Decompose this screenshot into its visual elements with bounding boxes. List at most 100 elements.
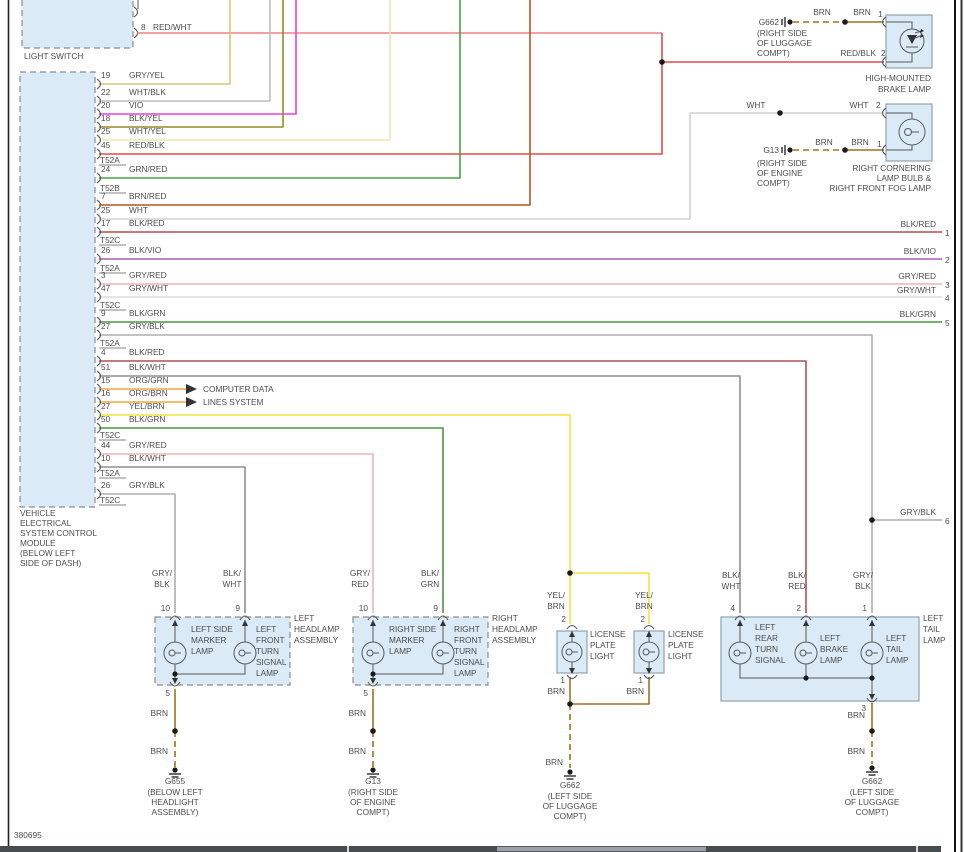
pin1-connector [566, 674, 578, 680]
ground-location: (RIGHT SIDE [757, 158, 808, 168]
connector-label: T52B [100, 183, 120, 193]
wire-color-label: BLK [855, 581, 871, 591]
ground-location: COMPT) [856, 807, 889, 817]
ground-label: G662 [862, 776, 883, 786]
wire-color-label: RED/BLK [129, 140, 165, 150]
pin-number: 3 [101, 270, 106, 280]
bulb-label: MARKER [389, 635, 425, 645]
wire-color-label: GRN [421, 579, 439, 589]
wire-color-label: RED/WHT [153, 22, 192, 32]
bulb-label: LAMP [389, 646, 412, 656]
pin9-connector [437, 615, 449, 621]
ground-location: COMPT) [757, 48, 790, 58]
wire-color-label: WHT [223, 579, 242, 589]
bulb-label: LAMP [454, 668, 477, 678]
component-title: LAMP BULB & [877, 173, 932, 183]
bulb-label: TURN [454, 646, 477, 656]
bulb-icon [898, 118, 926, 146]
pin-number: 51 [101, 362, 111, 372]
wire-color-label: BRN [813, 7, 831, 17]
pin5-connector [169, 681, 181, 687]
wire-wht-yel [99, 0, 391, 141]
ground-icon [787, 19, 793, 25]
bulb-label: TURN [256, 646, 279, 656]
arrow-icon [186, 397, 197, 407]
bulb-label: LAMP [256, 668, 279, 678]
splice-dot [567, 570, 573, 576]
bulb-label: SIGNAL [755, 655, 786, 665]
pin-number: 1 [878, 9, 883, 19]
splice-dot [842, 147, 848, 153]
bulb-label: LEFT [755, 622, 775, 632]
wire-wht [99, 112, 884, 220]
wire-color-label: GRY/YEL [129, 70, 165, 80]
brake-lamp-box [885, 14, 933, 69]
wire-color-label: RED/BLK [840, 48, 876, 58]
ground-location: OF ENGINE [757, 168, 803, 178]
module-label-line: SYSTEM CONTROL [20, 528, 97, 538]
bulb-label: TURN [755, 644, 778, 654]
pin2-connector [800, 615, 812, 621]
bulb-label: LAMP [191, 646, 214, 656]
wire-color-label: GRY/BLK [900, 507, 936, 517]
assembly-label: HEADLAMP [294, 624, 340, 634]
wires [99, 0, 942, 768]
pin-number: 1 [560, 675, 565, 685]
wire-color-label: WHT [850, 100, 869, 110]
license-plate-lights: YEL/ BRN YEL/ BRN 2 2 LICENSE PLATE LIGH… [543, 590, 704, 821]
wire-gry-blk-lh [99, 493, 176, 613]
ground-icon [869, 765, 875, 771]
pin-number: 17 [101, 218, 111, 228]
connector-label: T52C [100, 235, 120, 245]
ground-location: COMPT) [357, 807, 390, 817]
pin-number: 24 [101, 164, 111, 174]
cornering-lamp-pin2 [881, 107, 887, 119]
bulb-label: FRONT [256, 635, 285, 645]
wire-color-label: BLK/WHT [129, 453, 166, 463]
wire-gry-red-rh [99, 453, 374, 613]
scrollbar-divider [916, 846, 918, 852]
high-mounted-brake-lamp: BRN BRN 1 RED/BLK 2 HIGH-MOUNTED BRAKE L… [757, 7, 933, 94]
bulb-label: LEFT [820, 633, 840, 643]
pin2-connector [643, 624, 655, 630]
wire-color-label: BRN [815, 137, 833, 147]
pin-number: 26 [101, 245, 111, 255]
terminal-number: 3 [945, 280, 950, 290]
junction-dots [172, 19, 875, 734]
bulb-label: SIGNAL [454, 657, 485, 667]
wire-color-label: GRY/RED [129, 270, 167, 280]
terminal-number: 2 [945, 255, 950, 265]
wire-color-label: BRN [348, 746, 366, 756]
tail-lamp-box [720, 616, 920, 702]
pin-number: 2 [640, 614, 645, 624]
wire-color-label: YEL/ [547, 590, 566, 600]
component-title: LICENSE [590, 629, 626, 639]
wire-color-label: BLK/ [421, 568, 440, 578]
splice-dot [370, 671, 376, 677]
ground-g655: G655 (BELOW LEFT HEADLIGHT ASSEMBLY) [147, 767, 203, 817]
bulb-label: RIGHT [454, 624, 480, 634]
horizontal-scrollbar[interactable] [0, 846, 941, 852]
bulb-label: LEFT SIDE [191, 624, 233, 634]
assembly-label: LEFT [294, 613, 314, 623]
module-label-line: ELECTRICAL [20, 518, 72, 528]
wire-color-label: ORG/BRN [129, 388, 168, 398]
wire-color-label: ORG/GRN [129, 375, 169, 385]
pin-number: 4 [730, 603, 735, 613]
terminal-number: 5 [945, 318, 950, 328]
led-icon [899, 28, 925, 54]
pin-number: 22 [101, 87, 111, 97]
pin-number: 16 [101, 388, 111, 398]
ground-location: OF LUGGAGE [845, 797, 900, 807]
pin-number: 5 [363, 688, 368, 698]
scrollbar-track[interactable] [0, 846, 941, 852]
light-switch-top-pin [133, 6, 139, 18]
terminal-number: 1 [945, 228, 950, 238]
wire-color-label: BLK/VIO [129, 245, 162, 255]
scrollbar-thumb[interactable] [497, 846, 706, 852]
assembly-label: ASSEMBLY [492, 635, 537, 645]
light-switch-pin8 [133, 27, 139, 39]
wire-color-label: BLK/VIO [904, 246, 937, 256]
